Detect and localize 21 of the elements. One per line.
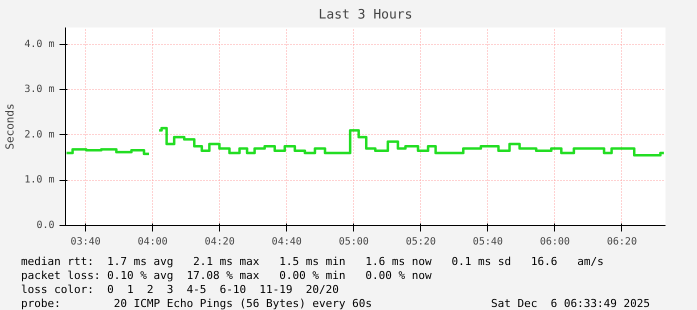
text: probe: 20 ICMP Echo Pings (56 Bytes) every 60s xyxy=(21,297,373,310)
x-tick-label: 06:00 xyxy=(540,236,570,248)
text: loss color: 0 1 2 3 4-5 6-10 11-19 20/20 xyxy=(21,283,339,296)
y-tick-label: 0.0 xyxy=(36,220,54,231)
y-tick-label: 1.0 m xyxy=(24,174,55,186)
x-tick-label: 04:20 xyxy=(204,236,235,248)
y-axis-title: Seconds xyxy=(3,103,16,150)
x-tick-label: 06:20 xyxy=(606,236,637,248)
text: Sat Dec 6 06:33:49 2025 xyxy=(491,297,650,310)
chart-title: Last 3 Hours xyxy=(318,8,412,22)
x-tick-label: 05:40 xyxy=(472,236,503,248)
text: packet loss: 0.10 % avg 17.08 % max 0.00 % min 0.00 % now xyxy=(21,269,432,282)
y-tick-label: 2.0 m xyxy=(24,129,55,140)
y-tick-label: 4.0 m xyxy=(24,38,55,50)
x-tick-label: 03:40 xyxy=(70,236,101,248)
x-tick-label: 04:40 xyxy=(272,236,302,248)
text: median rtt: 1.7 ms avg 2.1 ms max 1.5 ms min 1.6 ms now 0.1 ms sd 16.6 am/s xyxy=(21,255,604,268)
y-tick-label: 3.0 m xyxy=(24,84,55,96)
x-tick-label: 05:00 xyxy=(338,236,369,248)
x-tick-label: 05:20 xyxy=(406,236,436,248)
x-tick-label: 04:00 xyxy=(138,236,168,248)
